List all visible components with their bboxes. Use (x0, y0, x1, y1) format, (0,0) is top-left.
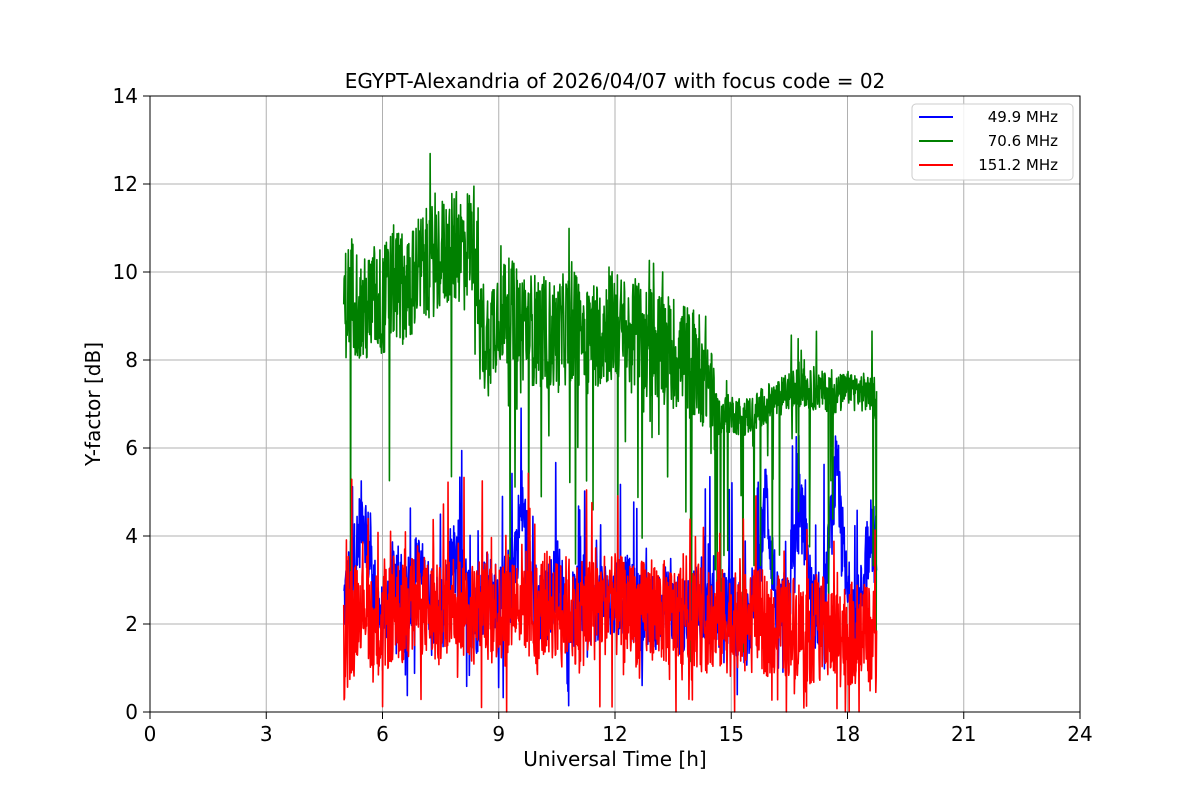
y-tick-label: 10 (113, 260, 138, 284)
y-tick-label: 6 (125, 436, 138, 460)
y-tick-label: 8 (125, 348, 138, 372)
x-axis-label: Universal Time [h] (523, 747, 706, 771)
x-tick-label: 15 (719, 722, 744, 746)
series-line-2 (342, 152, 878, 663)
y-axis-label: Y-factor [dB] (81, 342, 105, 467)
x-tick-label: 18 (835, 722, 860, 746)
y-tick-label: 2 (125, 612, 138, 636)
x-tick-label: 21 (951, 722, 976, 746)
x-tick-label: 9 (492, 722, 505, 746)
x-tick-label: 6 (376, 722, 389, 746)
x-tick-label: 3 (260, 722, 273, 746)
legend-label-3: 151.2 MHz (978, 156, 1058, 174)
x-tick-label: 0 (144, 722, 157, 746)
chart-title: EGYPT-Alexandria of 2026/04/07 with focu… (345, 69, 886, 93)
legend-label-2: 70.6 MHz (988, 132, 1058, 150)
legend-label-1: 49.9 MHz (988, 108, 1058, 126)
legend: 49.9 MHz 70.6 MHz 151.2 MHz (911, 103, 1074, 181)
legend-box (911, 103, 1074, 181)
y-tick-label: 14 (113, 84, 138, 108)
y-tick-label: 4 (125, 524, 138, 548)
y-tick-label: 12 (113, 172, 138, 196)
x-tick-label: 24 (1067, 722, 1092, 746)
series-layer (342, 152, 878, 713)
series-line-3 (342, 472, 878, 713)
x-tick-label: 12 (602, 722, 627, 746)
y-tick-label: 0 (125, 700, 138, 724)
